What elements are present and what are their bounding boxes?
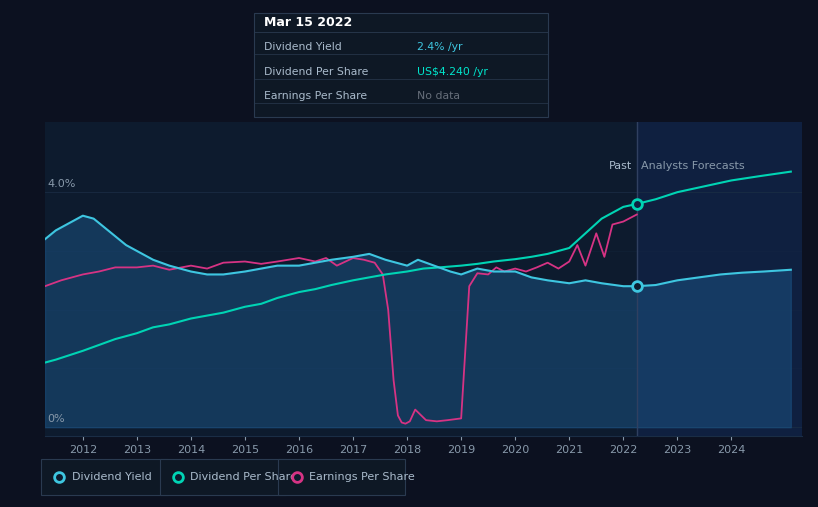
Text: 2.4% /yr: 2.4% /yr [417,42,463,52]
Text: Earnings Per Share: Earnings Per Share [309,472,415,482]
Text: Mar 15 2022: Mar 15 2022 [264,16,353,29]
Text: Analysts Forecasts: Analysts Forecasts [641,161,744,171]
Text: Dividend Per Share: Dividend Per Share [191,472,297,482]
Text: Dividend Yield: Dividend Yield [264,42,342,52]
FancyBboxPatch shape [160,459,286,495]
Text: 4.0%: 4.0% [47,179,76,189]
Text: No data: No data [417,91,461,101]
Text: Dividend Per Share: Dividend Per Share [264,66,369,77]
Text: Dividend Yield: Dividend Yield [72,472,151,482]
FancyBboxPatch shape [41,459,168,495]
Bar [636,122,802,436]
Text: 0%: 0% [47,414,65,424]
Text: US$4.240 /yr: US$4.240 /yr [417,66,488,77]
Text: Earnings Per Share: Earnings Per Share [264,91,367,101]
FancyBboxPatch shape [278,459,405,495]
Text: Past: Past [609,161,632,171]
